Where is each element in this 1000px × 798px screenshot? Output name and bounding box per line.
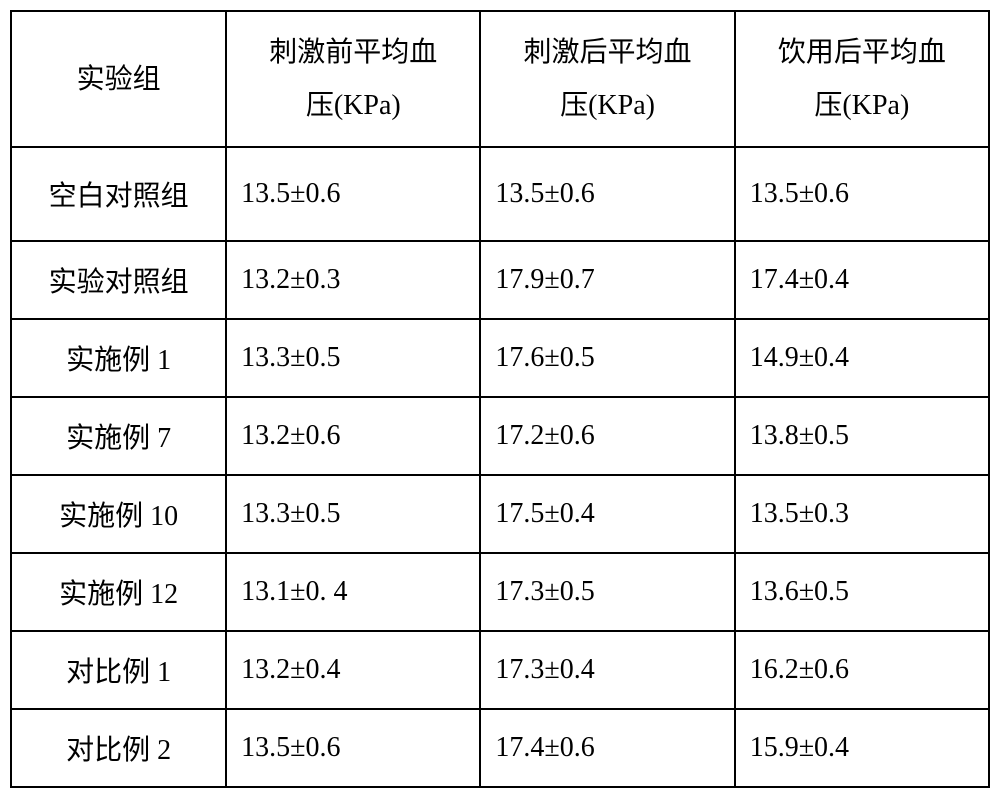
row-label: 实验对照组 <box>11 241 226 319</box>
row-value: 13.2±0.3 <box>226 241 480 319</box>
row-value: 13.6±0.5 <box>735 553 989 631</box>
row-value: 17.3±0.5 <box>480 553 734 631</box>
row-value: 17.6±0.5 <box>480 319 734 397</box>
header-pre-line2: 压(KPa) <box>306 90 401 121</box>
header-post-stimulus: 刺激后平均血 压(KPa) <box>480 11 734 147</box>
row-value: 13.2±0.6 <box>226 397 480 475</box>
row-value: 17.4±0.4 <box>735 241 989 319</box>
table-row: 实施例 10 13.3±0.5 17.5±0.4 13.5±0.3 <box>11 475 989 553</box>
table-body: 空白对照组 13.5±0.6 13.5±0.6 13.5±0.6 实验对照组 1… <box>11 147 989 787</box>
row-value: 17.4±0.6 <box>480 709 734 787</box>
row-value: 17.9±0.7 <box>480 241 734 319</box>
experiment-data-table-container: 实验组 刺激前平均血 压(KPa) 刺激后平均血 压(KPa) 饮用后平均血 压… <box>10 10 990 788</box>
table-row: 对比例 2 13.5±0.6 17.4±0.6 15.9±0.4 <box>11 709 989 787</box>
row-value: 13.5±0.3 <box>735 475 989 553</box>
header-drink-line1: 饮用后平均血 <box>778 37 946 68</box>
row-label: 对比例 2 <box>11 709 226 787</box>
row-label: 实施例 12 <box>11 553 226 631</box>
header-post-drink: 饮用后平均血 压(KPa) <box>735 11 989 147</box>
table-row: 对比例 1 13.2±0.4 17.3±0.4 16.2±0.6 <box>11 631 989 709</box>
table-row: 实施例 1 13.3±0.5 17.6±0.5 14.9±0.4 <box>11 319 989 397</box>
row-value: 13.5±0.6 <box>735 147 989 241</box>
row-value: 13.5±0.6 <box>226 709 480 787</box>
row-value: 13.5±0.6 <box>226 147 480 241</box>
row-value: 17.5±0.4 <box>480 475 734 553</box>
row-value: 16.2±0.6 <box>735 631 989 709</box>
row-value: 13.1±0. 4 <box>226 553 480 631</box>
header-drink-line2: 压(KPa) <box>814 90 909 121</box>
table-row: 实验对照组 13.2±0.3 17.9±0.7 17.4±0.4 <box>11 241 989 319</box>
header-pre-stimulus: 刺激前平均血 压(KPa) <box>226 11 480 147</box>
row-label: 实施例 1 <box>11 319 226 397</box>
header-post-line2: 压(KPa) <box>560 90 655 121</box>
experiment-data-table: 实验组 刺激前平均血 压(KPa) 刺激后平均血 压(KPa) 饮用后平均血 压… <box>10 10 990 788</box>
row-value: 17.3±0.4 <box>480 631 734 709</box>
row-value: 14.9±0.4 <box>735 319 989 397</box>
table-row: 实施例 7 13.2±0.6 17.2±0.6 13.8±0.5 <box>11 397 989 475</box>
row-value: 13.3±0.5 <box>226 319 480 397</box>
row-value: 13.3±0.5 <box>226 475 480 553</box>
row-value: 15.9±0.4 <box>735 709 989 787</box>
row-label: 空白对照组 <box>11 147 226 241</box>
header-post-line1: 刺激后平均血 <box>524 37 692 68</box>
header-group: 实验组 <box>11 11 226 147</box>
row-label: 对比例 1 <box>11 631 226 709</box>
table-header: 实验组 刺激前平均血 压(KPa) 刺激后平均血 压(KPa) 饮用后平均血 压… <box>11 11 989 147</box>
row-value: 13.2±0.4 <box>226 631 480 709</box>
row-value: 13.5±0.6 <box>480 147 734 241</box>
row-value: 17.2±0.6 <box>480 397 734 475</box>
header-pre-line1: 刺激前平均血 <box>269 37 437 68</box>
header-group-line1: 实验组 <box>77 64 161 95</box>
table-header-row: 实验组 刺激前平均血 压(KPa) 刺激后平均血 压(KPa) 饮用后平均血 压… <box>11 11 989 147</box>
table-row: 实施例 12 13.1±0. 4 17.3±0.5 13.6±0.5 <box>11 553 989 631</box>
row-value: 13.8±0.5 <box>735 397 989 475</box>
table-row: 空白对照组 13.5±0.6 13.5±0.6 13.5±0.6 <box>11 147 989 241</box>
row-label: 实施例 7 <box>11 397 226 475</box>
row-label: 实施例 10 <box>11 475 226 553</box>
